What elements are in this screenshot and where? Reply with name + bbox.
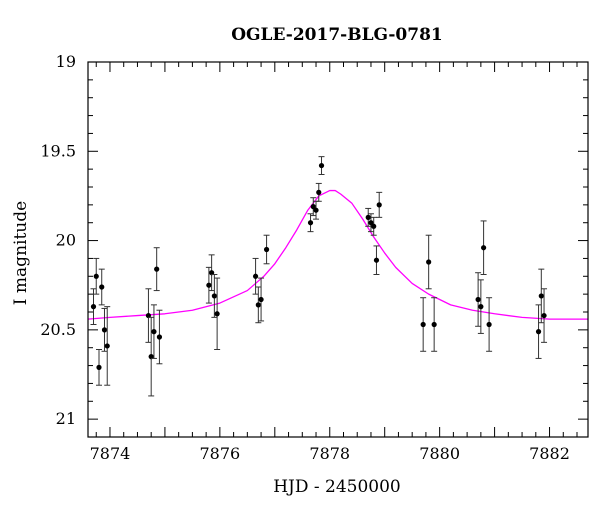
x-tick-label: 7874 bbox=[90, 444, 131, 463]
data-point bbox=[318, 156, 325, 175]
x-tick-label: 7882 bbox=[529, 444, 570, 463]
data-point bbox=[145, 288, 152, 343]
point-marker bbox=[368, 220, 374, 226]
point-marker bbox=[310, 204, 316, 210]
point-marker bbox=[431, 321, 437, 328]
data-point bbox=[307, 213, 314, 233]
data-point bbox=[420, 297, 427, 352]
point-marker bbox=[96, 364, 102, 370]
data-point bbox=[255, 286, 262, 324]
model-curve bbox=[87, 189, 588, 320]
point-marker bbox=[104, 343, 110, 349]
x-tick-label: 7878 bbox=[309, 444, 350, 463]
data-point bbox=[101, 307, 108, 352]
point-marker bbox=[151, 329, 157, 335]
x-tick-label: 7880 bbox=[419, 444, 460, 463]
data-point bbox=[263, 234, 270, 265]
data-point bbox=[205, 266, 212, 304]
point-marker bbox=[206, 282, 212, 288]
data-point bbox=[370, 216, 377, 236]
point-marker bbox=[316, 189, 322, 195]
data-point bbox=[475, 272, 482, 327]
data-point bbox=[310, 197, 317, 217]
point-marker bbox=[255, 302, 261, 308]
y-tick-label: 20 bbox=[56, 231, 76, 250]
point-marker bbox=[252, 273, 259, 279]
point-marker bbox=[154, 266, 160, 272]
point-marker bbox=[99, 284, 105, 290]
point-marker bbox=[258, 296, 264, 303]
point-marker bbox=[535, 329, 542, 335]
point-marker bbox=[93, 273, 99, 279]
y-tick-label: 19.5 bbox=[40, 141, 76, 160]
data-point bbox=[313, 200, 320, 220]
point-marker bbox=[481, 245, 487, 251]
point-marker bbox=[90, 304, 97, 310]
data-point bbox=[104, 306, 111, 386]
data-point bbox=[486, 297, 493, 352]
point-marker bbox=[371, 223, 377, 229]
data-point bbox=[538, 268, 545, 324]
point-marker bbox=[376, 202, 382, 208]
point-marker bbox=[538, 293, 544, 299]
point-marker bbox=[486, 321, 492, 328]
data-point bbox=[211, 274, 218, 318]
data-point bbox=[480, 220, 487, 275]
point-marker bbox=[156, 334, 163, 340]
point-marker bbox=[373, 257, 380, 263]
model-curve-group bbox=[87, 189, 588, 320]
point-marker bbox=[541, 312, 547, 319]
point-marker bbox=[478, 304, 484, 310]
data-point bbox=[425, 234, 432, 290]
data-point bbox=[258, 277, 265, 322]
data-point bbox=[214, 277, 221, 350]
data-point bbox=[535, 304, 542, 359]
point-marker bbox=[426, 259, 432, 265]
data-points-group bbox=[90, 156, 548, 397]
axis-ticks bbox=[88, 61, 588, 438]
point-marker bbox=[475, 296, 481, 303]
data-point bbox=[541, 288, 548, 343]
data-point bbox=[150, 304, 157, 359]
point-marker bbox=[318, 162, 325, 169]
data-point bbox=[431, 297, 438, 352]
x-axis-label: HJD - 2450000 bbox=[273, 477, 401, 497]
data-point bbox=[98, 268, 105, 306]
point-marker bbox=[263, 246, 270, 253]
x-tick-label: 7876 bbox=[200, 444, 241, 463]
data-point bbox=[90, 288, 97, 325]
data-point bbox=[367, 213, 374, 233]
data-point bbox=[93, 257, 100, 295]
plot-frame bbox=[87, 61, 589, 438]
point-marker bbox=[211, 293, 217, 299]
data-point bbox=[365, 207, 372, 227]
point-marker bbox=[313, 207, 319, 213]
y-tick-label: 21 bbox=[56, 409, 76, 428]
data-point bbox=[376, 191, 383, 218]
point-marker bbox=[214, 311, 220, 317]
data-point bbox=[373, 245, 380, 275]
data-point bbox=[252, 257, 259, 295]
y-tick-label: 19 bbox=[56, 52, 76, 71]
data-point bbox=[477, 279, 484, 334]
data-point bbox=[315, 182, 322, 202]
point-marker bbox=[420, 321, 426, 328]
point-marker bbox=[307, 220, 314, 226]
y-tick-label: 20.5 bbox=[40, 320, 76, 339]
chart-title: OGLE-2017-BLG-0781 bbox=[231, 25, 443, 45]
data-point bbox=[156, 309, 163, 365]
point-marker bbox=[365, 214, 371, 220]
data-point bbox=[95, 349, 102, 386]
y-axis-label: I magnitude bbox=[11, 201, 31, 305]
tick-labels: 7874 7876 7878 7880 7882 19 19.5 20 20.5 21 bbox=[40, 52, 570, 463]
data-point bbox=[153, 247, 160, 292]
point-marker bbox=[101, 327, 108, 333]
